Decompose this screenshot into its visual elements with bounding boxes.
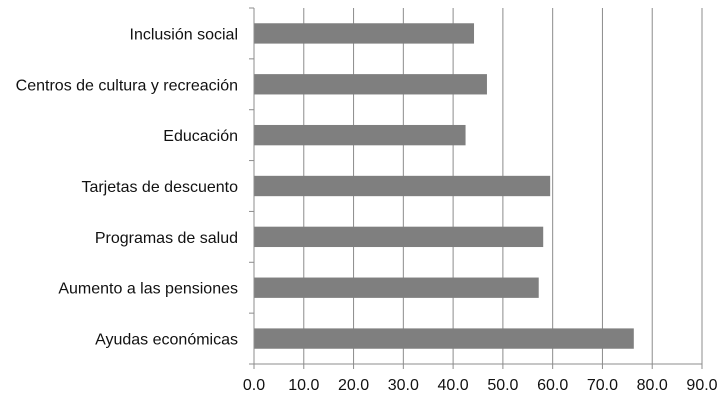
bar-5 xyxy=(254,226,544,248)
category-label-6: Aumento a las pensiones xyxy=(58,281,238,298)
bar-1 xyxy=(254,23,475,44)
category-label-3: Educación xyxy=(163,128,238,145)
x-tick-label-70: 70.0 xyxy=(587,377,618,394)
bar-6 xyxy=(254,277,539,298)
bar-7 xyxy=(254,328,634,349)
x-tick-label-0: 0.0 xyxy=(243,377,265,394)
category-label-7: Ayudas económicas xyxy=(95,332,238,349)
x-tick-label-80: 80.0 xyxy=(637,377,668,394)
category-labels: Inclusión social Centros de cultura y rec… xyxy=(16,26,238,348)
category-label-1: Inclusión social xyxy=(130,26,239,43)
axes xyxy=(249,7,703,369)
category-label-2: Centros de cultura y recreación xyxy=(16,77,238,94)
category-label-5: Programas de salud xyxy=(95,230,238,247)
bar-4 xyxy=(254,175,551,197)
x-tick-label-30: 30.0 xyxy=(388,377,419,394)
x-tick-label-60: 60.0 xyxy=(537,377,568,394)
bar-3 xyxy=(254,124,466,146)
x-tick-label-90: 90.0 xyxy=(686,377,717,394)
x-tick-labels: 0.0 10.0 20.0 30.0 40.0 50.0 60.0 70.0 80.0 90.0 xyxy=(243,377,718,394)
category-label-4: Tarjetas de descuento xyxy=(81,179,238,196)
bar-2 xyxy=(254,74,487,95)
bars xyxy=(254,23,634,349)
x-tick-label-20: 20.0 xyxy=(338,377,369,394)
x-tick-label-10: 10.0 xyxy=(288,377,319,394)
x-tick-label-50: 50.0 xyxy=(487,377,518,394)
x-tick-label-40: 40.0 xyxy=(438,377,469,394)
